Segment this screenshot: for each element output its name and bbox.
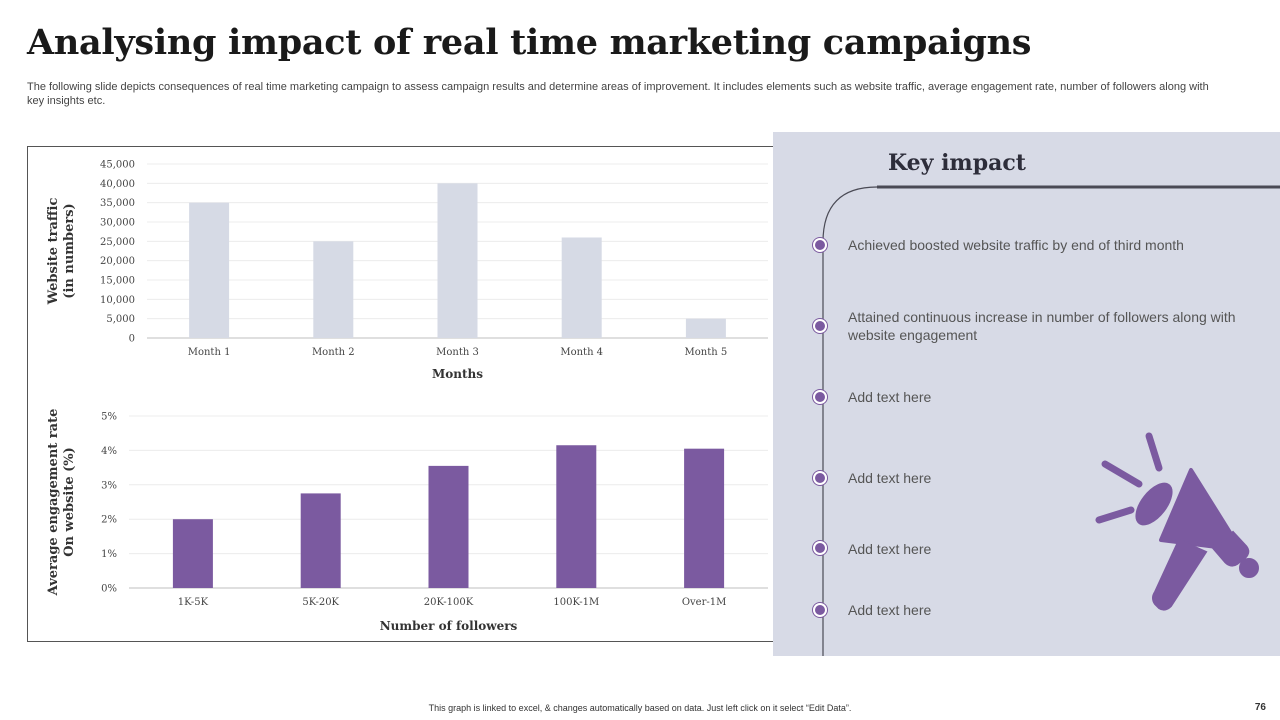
impact-item-5: Add text here: [848, 541, 932, 557]
x-tick-label: Month 1: [188, 347, 231, 358]
y-tick-label: 5,000: [106, 314, 135, 325]
timeline-dot: [815, 321, 825, 331]
x-axis-label: Months: [432, 367, 483, 381]
charts-container: 0 5,000 10,000 15,000 20,000 25,000 30,000 35,0…: [27, 146, 791, 642]
y-axis-label: Website traffic(in numbers): [46, 198, 77, 306]
page-title: Analysing impact of real time marketing …: [27, 22, 1032, 63]
timeline-dot: [815, 605, 825, 615]
y-tick-label: 20,000: [100, 256, 135, 267]
y-axis-label: Average engagement rateOn website (%): [46, 409, 77, 597]
y-tick-label: 40,000: [100, 179, 135, 190]
y-axis-label-line: On website (%): [62, 447, 77, 557]
key-impact-panel: Key impact Achieved boosted website traf…: [773, 132, 1280, 656]
bar: [685, 318, 726, 338]
x-tick-label: Month 4: [560, 347, 603, 358]
timeline-dot: [815, 392, 825, 402]
bar: [172, 519, 213, 588]
x-tick-label: Over-1M: [682, 597, 727, 608]
y-tick-label: 0%: [101, 584, 117, 595]
timeline-dot: [815, 543, 825, 553]
x-tick-label: 20K-100K: [424, 597, 474, 608]
y-axis-label-line: Average engagement rate: [46, 409, 61, 597]
bar: [556, 445, 597, 588]
bar: [313, 241, 354, 338]
y-axis-label-line: (in numbers): [62, 203, 77, 298]
x-tick-label: 5K-20K: [302, 597, 339, 608]
x-tick-label: Month 2: [312, 347, 355, 358]
timeline-dot: [815, 240, 825, 250]
page-number: 76: [1254, 702, 1266, 713]
x-tick-label: 100K-1M: [553, 597, 599, 608]
impact-item-2: Attained continuous increase in number o…: [848, 309, 1236, 343]
y-axis-label-line: Website traffic: [46, 198, 61, 306]
y-tick-label: 2%: [101, 515, 117, 526]
y-tick-label: 25,000: [100, 237, 135, 248]
bar: [300, 493, 341, 588]
y-tick-label: 35,000: [100, 198, 135, 209]
y-tick-label: 0: [129, 334, 135, 345]
megaphone-icon: [1095, 432, 1259, 611]
charts-svg: 0 5,000 10,000 15,000 20,000 25,000 30,000 35,0…: [46, 160, 768, 633]
y-tick-label: 45,000: [100, 160, 135, 171]
x-axis-label: Number of followers: [380, 619, 518, 633]
bar: [437, 183, 478, 338]
timeline-dot: [815, 473, 825, 483]
x-tick-label: Month 5: [685, 347, 728, 358]
y-tick-label: 1%: [101, 549, 117, 560]
impact-item-4: Add text here: [848, 470, 932, 486]
footer-note: This graph is linked to excel, & changes…: [428, 703, 852, 713]
y-tick-label: 15,000: [100, 276, 135, 287]
bar: [428, 465, 469, 588]
impact-item-3: Add text here: [848, 389, 932, 405]
impact-item-1: Achieved boosted website traffic by end …: [848, 237, 1184, 253]
y-tick-label: 3%: [101, 480, 117, 491]
bar: [189, 202, 230, 338]
x-tick-label: Month 3: [436, 347, 479, 358]
y-tick-label: 5%: [101, 412, 117, 423]
impact-item-6: Add text here: [848, 602, 932, 618]
bar: [684, 448, 725, 588]
bar: [561, 237, 602, 338]
key-impact-heading: Key impact: [888, 150, 1026, 176]
y-tick-label: 4%: [101, 446, 117, 457]
x-tick-label: 1K-5K: [178, 597, 209, 608]
y-tick-label: 30,000: [100, 218, 135, 229]
page-subtitle: The following slide depicts consequences…: [27, 81, 1209, 107]
y-tick-label: 10,000: [100, 295, 135, 306]
